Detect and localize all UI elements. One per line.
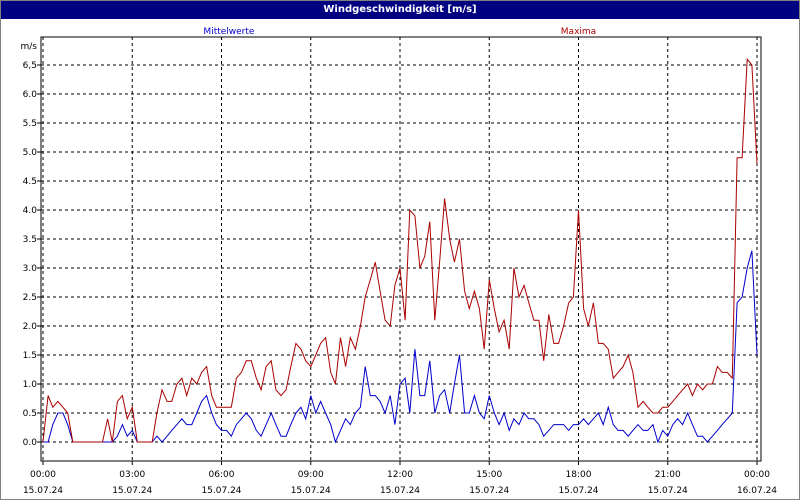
x-tick-time-label: 18:00 (566, 470, 592, 480)
x-axis: 00:00 15.07.24 03:00 15.07.24 06:00 15.07.24 0… (23, 461, 777, 496)
x-tick-date-label: 15.07.24 (469, 486, 509, 496)
x-tick-time-label: 12:00 (387, 470, 413, 480)
x-tick-date-label: 15.07.24 (558, 486, 598, 496)
grid-lines (41, 37, 761, 461)
x-tick-time-label: 15:00 (476, 470, 502, 480)
y-tick-label: 4.0 (23, 206, 38, 216)
series-line-maxima (42, 57, 758, 443)
series-line-mittelwerte (43, 250, 758, 444)
y-tick-label: 1.0 (23, 380, 38, 390)
plot-area (40, 36, 762, 462)
x-tick-date-label: 15.07.24 (648, 486, 688, 496)
y-tick-label: 0.5 (23, 409, 37, 419)
y-tick-label: 1.5 (23, 351, 37, 361)
y-tick-label: 6.0 (23, 90, 38, 100)
x-tick-date-label: 15.07.24 (380, 486, 420, 496)
y-tick-label: 5.5 (23, 119, 37, 129)
legend-item-maxima: Maxima (561, 27, 596, 37)
y-tick-label: 5.0 (23, 148, 38, 158)
y-tick-label: 0.0 (23, 438, 38, 448)
x-tick-time-label: 09:00 (298, 470, 324, 480)
x-tick-time-label: 00:00 (744, 470, 770, 480)
legend-item-mittelwerte: Mittelwerte (203, 27, 254, 37)
y-tick-label: 4.5 (23, 177, 37, 187)
x-tick-date-label: 16.07.24 (737, 486, 777, 496)
x-tick-date-label: 15.07.24 (201, 486, 241, 496)
x-tick-time-label: 00:00 (30, 470, 56, 480)
y-axis: 0.0 0.5 1.0 1.5 2.0 2.5 3.0 3.5 4.0 4.5 5.0 5.5 6.0 6… (23, 61, 41, 448)
y-tick-label: 2.5 (23, 293, 37, 303)
y-tick-label: 6,5 (23, 61, 37, 71)
chart-title: Windgeschwindigkeit [m/s] (1, 1, 799, 19)
y-axis-label: m/s (21, 42, 38, 52)
y-tick-label: 2.0 (23, 322, 38, 332)
legend: Mittelwerte Maxima (203, 27, 596, 37)
y-tick-label: 3.5 (23, 235, 37, 245)
x-tick-date-label: 15.07.24 (112, 486, 152, 496)
x-tick-time-label: 06:00 (209, 470, 235, 480)
y-tick-label: 3.0 (23, 264, 38, 274)
x-tick-date-label: 15.07.24 (23, 486, 63, 496)
series-lines (42, 57, 758, 444)
x-tick-time-label: 03:00 (119, 470, 145, 480)
x-tick-time-label: 21:00 (655, 470, 681, 480)
x-tick-date-label: 15.07.24 (291, 486, 331, 496)
